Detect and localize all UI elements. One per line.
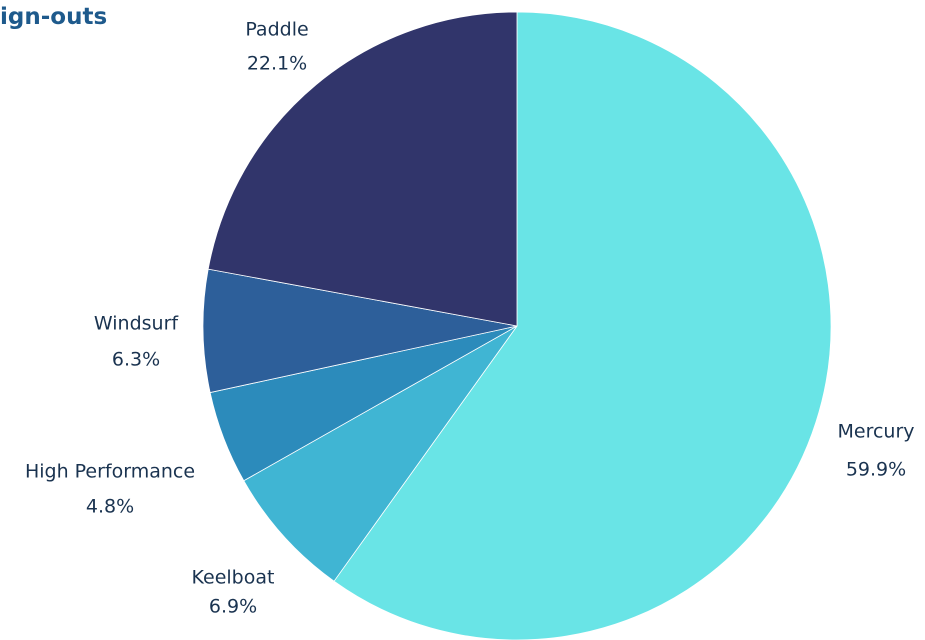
- slice-name: Keelboat: [192, 567, 275, 589]
- slice-percent: 59.9%: [846, 459, 906, 481]
- slice-percent: 6.9%: [209, 596, 257, 618]
- pie-labels: Mercury 59.9% Keelboat 6.9% High Performance…: [25, 19, 915, 618]
- chart-title: ign-outs: [0, 4, 108, 30]
- slice-name: Paddle: [245, 19, 308, 41]
- slice-percent: 4.8%: [86, 496, 134, 518]
- slice-label-keelboat: Keelboat 6.9%: [192, 567, 275, 618]
- slice-label-windsurf: Windsurf 6.3%: [94, 313, 180, 371]
- pie-slice-windsurf: [202, 268, 518, 394]
- pie-slice-keelboat: [243, 325, 518, 582]
- pie-slice-mercury: [333, 11, 832, 640]
- slice-percent: 22.1%: [247, 53, 307, 75]
- slice-name: High Performance: [25, 461, 195, 483]
- pie-slices: [202, 11, 832, 640]
- slice-label-high-performance: High Performance 4.8%: [25, 461, 195, 518]
- slice-percent: 6.3%: [112, 349, 160, 371]
- slice-name: Mercury: [837, 421, 914, 443]
- slice-name: Windsurf: [94, 313, 180, 335]
- slice-label-mercury: Mercury 59.9%: [837, 421, 914, 481]
- slice-label-paddle: Paddle 22.1%: [245, 19, 308, 75]
- pie-slice-paddle: [207, 11, 518, 327]
